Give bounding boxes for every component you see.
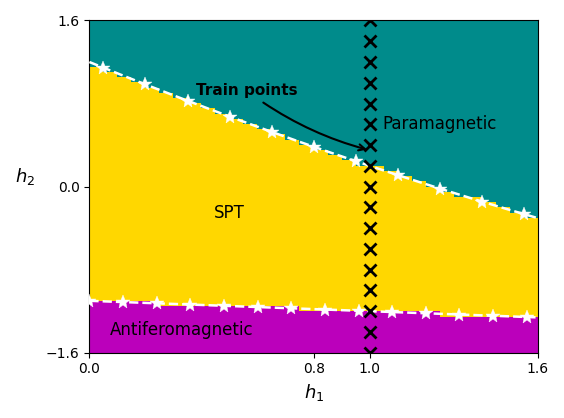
Text: Antiferomagnetic: Antiferomagnetic: [110, 321, 254, 339]
Text: Paramagnetic: Paramagnetic: [382, 115, 497, 133]
X-axis label: $h_1$: $h_1$: [303, 382, 324, 403]
Text: Train points: Train points: [196, 83, 365, 150]
Text: SPT: SPT: [214, 204, 245, 222]
Y-axis label: $h_2$: $h_2$: [15, 166, 35, 186]
